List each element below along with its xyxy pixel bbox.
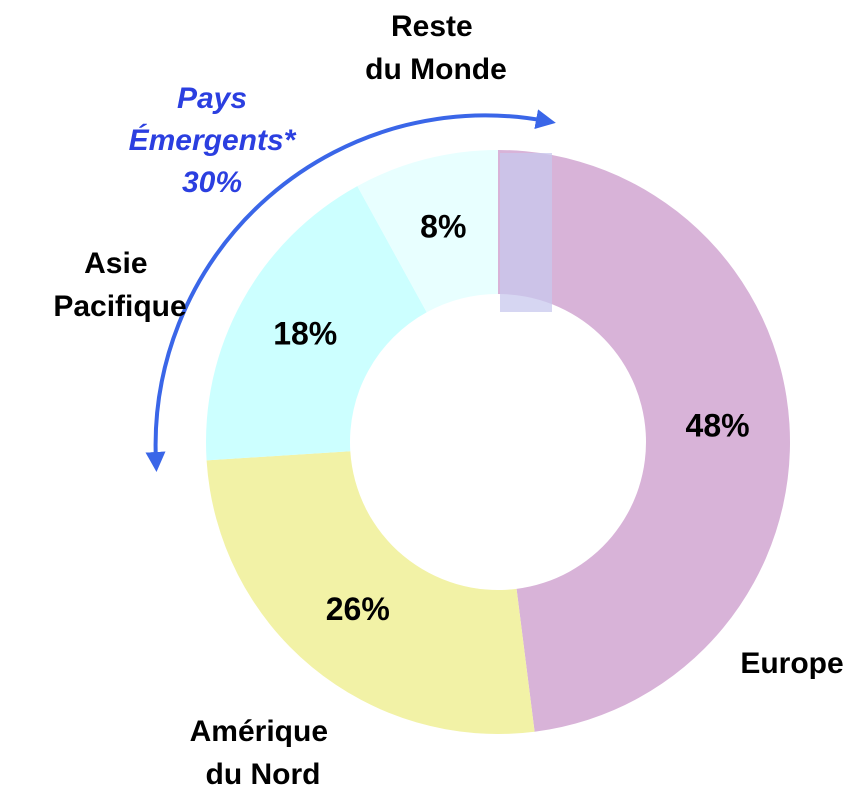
slice [206, 451, 535, 734]
overlay-box [500, 153, 552, 312]
category-label: Europe [740, 647, 843, 680]
value-label: 26% [326, 591, 390, 627]
labels: 48% Europe 26% Amérique du Nord 18% Asie Paci… [53, 10, 843, 788]
annotation-text: Pays [177, 82, 247, 115]
category-label: Reste du Monde [365, 10, 507, 86]
annotation-arrow [145, 109, 556, 472]
slice [498, 150, 791, 732]
category-label: Asie Pacifique [53, 247, 186, 323]
annotation-text: 30% [182, 166, 242, 199]
category-label: Amérique du Nord [190, 715, 337, 788]
value-label: 8% [420, 208, 466, 244]
value-label: 18% [273, 315, 337, 351]
value-label: 48% [686, 408, 750, 444]
annotation-text: Émergents* [129, 123, 297, 157]
